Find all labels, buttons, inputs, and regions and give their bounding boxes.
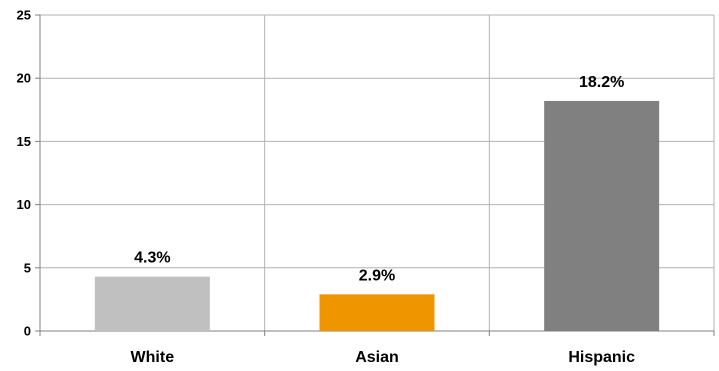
y-tick-label: 20 [17,71,31,86]
y-tick-label: 10 [17,197,31,212]
x-tick-label: White [131,349,175,366]
y-tick-label: 15 [17,134,31,149]
y-tick-label: 0 [24,324,31,339]
y-tick-labels: 0 5 10 15 20 25 [17,8,31,339]
bar-white [94,276,210,331]
bars [94,100,660,332]
data-label: 2.9% [359,267,395,284]
y-tick-label: 5 [24,260,31,275]
bar-asian [319,294,435,331]
x-tick-labels: White Asian Hispanic [131,349,636,366]
x-tick-label: Asian [355,349,399,366]
x-tick-label: Hispanic [568,349,635,366]
bar-hispanic [544,100,660,332]
data-labels: 4.3% 2.9% 18.2% [134,74,624,284]
y-tick-label: 25 [17,8,31,23]
data-label: 4.3% [134,250,170,267]
data-label: 18.2% [579,74,624,91]
